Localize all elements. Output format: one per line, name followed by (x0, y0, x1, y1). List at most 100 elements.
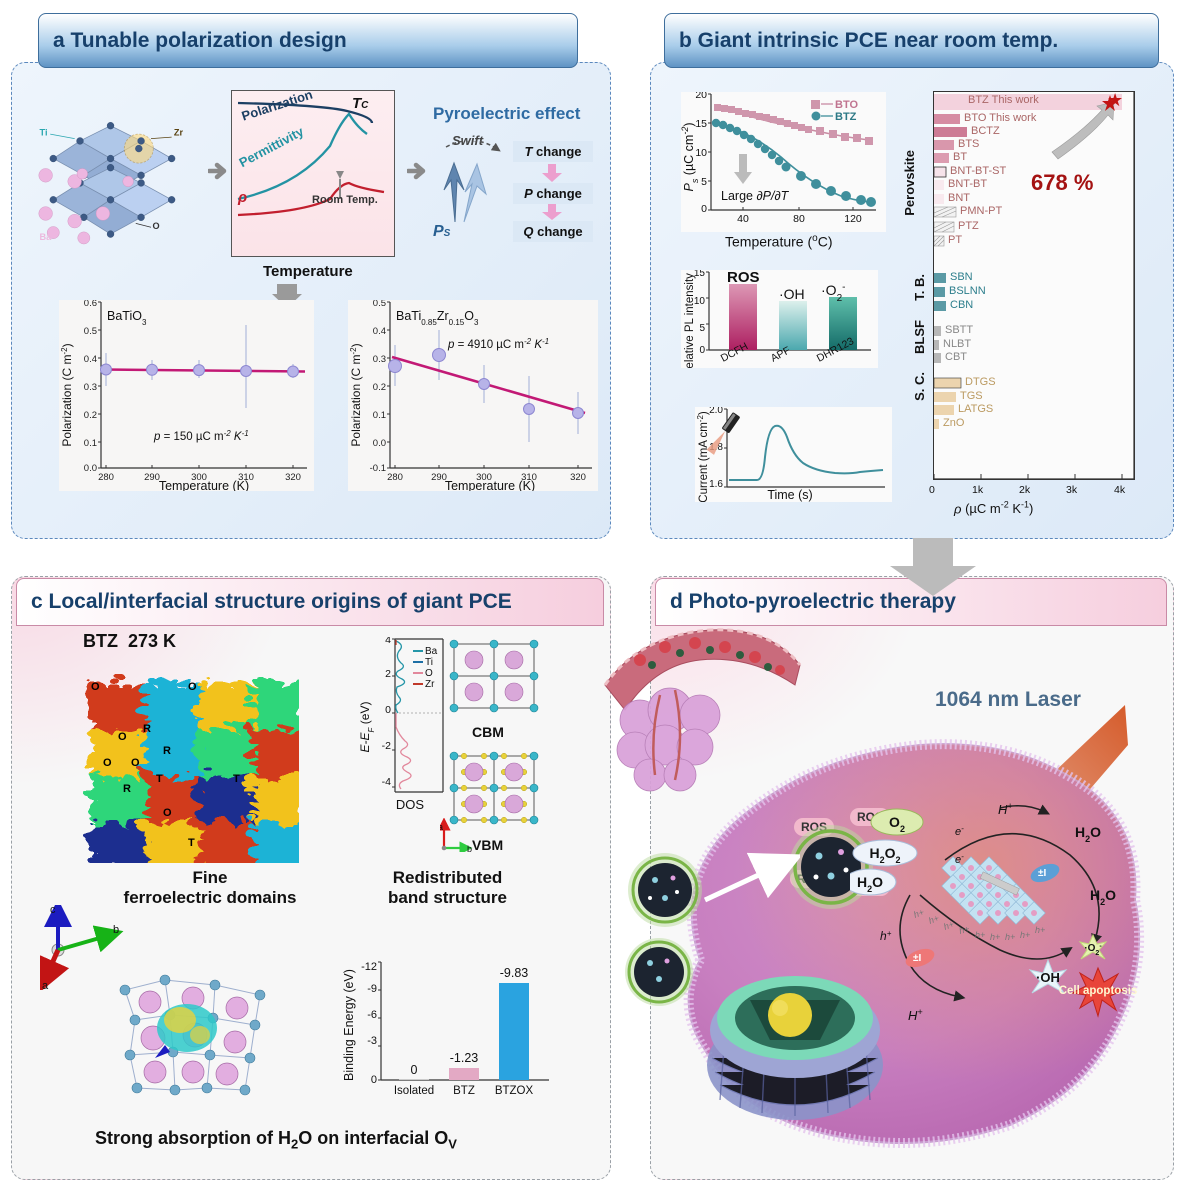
svg-text:0.3: 0.3 (84, 382, 97, 393)
svg-text:290: 290 (144, 472, 160, 483)
svg-text:0.3: 0.3 (373, 354, 386, 365)
svg-text:h+: h+ (927, 913, 940, 926)
svg-text:p = 4910 µC m-2 K-1: p = 4910 µC m-2 K-1 (447, 337, 549, 352)
svg-text:O: O (103, 757, 112, 769)
svg-text:a: a (440, 822, 443, 832)
svg-text:O: O (425, 668, 433, 679)
svg-text:320: 320 (570, 472, 586, 483)
svg-text:T: T (233, 773, 240, 785)
svg-text:h+: h+ (990, 932, 1000, 942)
svg-text:0: 0 (385, 704, 391, 716)
svg-text:b: b (113, 924, 119, 936)
svg-text:H+: H+ (998, 801, 1013, 817)
svg-text:0: 0 (701, 203, 707, 215)
svg-text:0.2: 0.2 (84, 410, 97, 421)
svg-text:H2O: H2O (1090, 887, 1116, 907)
svg-text:T: T (156, 773, 163, 785)
svg-text:0.4: 0.4 (373, 326, 386, 337)
svg-text:20: 20 (695, 92, 707, 101)
svg-text:0: 0 (699, 345, 705, 356)
svg-text:280: 280 (98, 472, 114, 483)
svg-text:BTO: BTO (835, 99, 858, 111)
svg-text:BTZOX: BTZOX (495, 1085, 534, 1097)
svg-text:O: O (118, 731, 127, 743)
svg-text:Isolated: Isolated (394, 1085, 434, 1097)
svg-text:H2O: H2O (1075, 824, 1101, 844)
svg-text:R: R (163, 745, 171, 757)
svg-text:h+: h+ (958, 924, 971, 936)
svg-text:-3: -3 (367, 1035, 377, 1047)
svg-text:E-EF (eV): E-EF (eV) (358, 702, 376, 753)
svg-text:-12: -12 (361, 961, 377, 973)
svg-text:±I: ±I (1038, 868, 1046, 879)
svg-text:h+: h+ (1020, 930, 1030, 940)
svg-text:Polarization (C m-2): Polarization (C m-2) (60, 343, 75, 446)
svg-text:Zr: Zr (174, 128, 184, 138)
svg-text:a: a (42, 980, 49, 990)
svg-text:Large ∂P/∂T: Large ∂P/∂T (721, 189, 790, 203)
svg-text:0.5: 0.5 (373, 300, 386, 309)
svg-text:0.1: 0.1 (84, 438, 97, 449)
svg-text:-0.1: -0.1 (370, 463, 386, 474)
svg-text:Zr: Zr (425, 679, 435, 690)
svg-text:-9: -9 (367, 983, 377, 995)
svg-text:c: c (50, 905, 56, 916)
svg-text:T: T (188, 837, 195, 849)
svg-text:BTZ: BTZ (835, 111, 857, 123)
svg-text:Cell apoptosis: Cell apoptosis (1059, 985, 1138, 997)
svg-text:O: O (163, 807, 172, 819)
svg-text:Binding Energy (eV): Binding Energy (eV) (342, 969, 356, 1081)
svg-text:Relative PL intensity: Relative PL intensity (684, 273, 696, 368)
svg-text:BTZ: BTZ (453, 1085, 475, 1097)
svg-text:-2: -2 (382, 740, 391, 752)
svg-text:h+: h+ (880, 929, 892, 944)
svg-text:Ba: Ba (425, 646, 438, 657)
svg-text:h+: h+ (1035, 925, 1045, 935)
svg-text:40: 40 (737, 213, 749, 225)
svg-text:0.4: 0.4 (84, 354, 97, 365)
svg-text:e-: e- (955, 824, 964, 839)
svg-text:Current (mA cm-2): Current (mA cm-2) (696, 411, 711, 502)
svg-text:Ba: Ba (40, 232, 53, 242)
svg-text:e-: e- (955, 852, 964, 867)
svg-text:·OH: ·OH (1036, 970, 1060, 985)
svg-text:R: R (123, 783, 131, 795)
svg-text:0.1: 0.1 (373, 410, 386, 421)
svg-text:-6: -6 (367, 1009, 377, 1021)
svg-text:·OH: ·OH (779, 286, 805, 302)
svg-text:0.6: 0.6 (84, 300, 97, 309)
svg-text:DOS: DOS (396, 797, 425, 812)
svg-text:p = 150 µC m-2 K-1: p = 150 µC m-2 K-1 (153, 429, 249, 444)
svg-text:O: O (153, 221, 160, 231)
svg-text:O: O (131, 757, 140, 769)
svg-text:0.0: 0.0 (84, 463, 97, 474)
svg-text:80: 80 (793, 213, 805, 225)
svg-text:0.2: 0.2 (373, 382, 386, 393)
svg-text:1.6: 1.6 (709, 479, 723, 490)
svg-text:4: 4 (385, 637, 391, 646)
svg-text:120: 120 (844, 213, 862, 225)
svg-text:678 %: 678 % (1031, 170, 1093, 195)
svg-text:5: 5 (701, 176, 707, 188)
svg-text:5: 5 (699, 323, 705, 334)
svg-text:ROS: ROS (727, 270, 760, 286)
svg-text:Ti: Ti (40, 128, 48, 138)
svg-text:b: b (467, 844, 472, 852)
svg-text:Temperature (K): Temperature (K) (159, 479, 249, 491)
svg-text:Time (s): Time (s) (767, 488, 812, 502)
svg-text:0.5: 0.5 (84, 326, 97, 337)
svg-text:O: O (91, 681, 100, 693)
svg-text:320: 320 (285, 472, 301, 483)
svg-text:Temperature (K): Temperature (K) (445, 479, 535, 491)
svg-text:h+: h+ (975, 930, 985, 940)
svg-text:2: 2 (385, 668, 391, 680)
svg-text:0.0: 0.0 (373, 438, 386, 449)
svg-text:h+: h+ (1005, 932, 1015, 942)
svg-text:15: 15 (695, 118, 707, 130)
svg-text:H+: H+ (908, 1007, 923, 1023)
svg-text:Polarization (C m-2): Polarization (C m-2) (349, 343, 364, 446)
svg-text:2.0: 2.0 (709, 407, 723, 416)
svg-text:10: 10 (695, 147, 707, 159)
svg-text:Ti: Ti (425, 657, 433, 668)
svg-text:-9.83: -9.83 (500, 966, 529, 980)
